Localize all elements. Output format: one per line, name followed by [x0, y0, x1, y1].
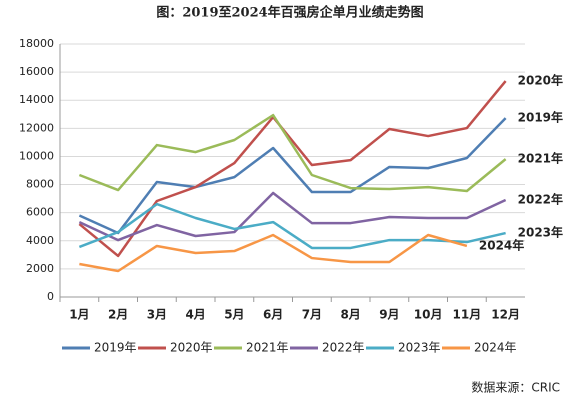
x-tick-label: 11月: [453, 308, 482, 322]
y-tick-label: 0: [47, 290, 54, 303]
x-tick-label: 5月: [224, 308, 244, 322]
series-end-label: 2020年: [518, 73, 563, 88]
x-tick-label: 9月: [379, 308, 399, 322]
x-tick-label: 6月: [263, 308, 283, 322]
x-tick-label: 12月: [491, 308, 520, 322]
series-line: [78, 113, 507, 193]
x-tick-label: 3月: [147, 308, 167, 322]
source-note: 数据来源：CRIC: [471, 380, 560, 395]
x-tick-label: 10月: [414, 308, 443, 322]
series-end-label: 2022年: [518, 192, 563, 207]
series-line: [79, 233, 468, 273]
legend-label: 2021年: [246, 341, 289, 355]
x-tick-label: 2月: [108, 308, 128, 322]
series-end-label: 2021年: [518, 151, 563, 166]
y-tick-label: 18000: [19, 37, 54, 50]
chart-title: 图：2019至2024年百强房企单月业绩走势图: [156, 5, 423, 21]
y-tick-label: 10000: [19, 149, 54, 162]
y-tick-label: 16000: [19, 65, 54, 78]
series-line: [78, 191, 507, 242]
legend-label: 2020年: [170, 341, 213, 355]
x-tick-label: 1月: [69, 308, 89, 322]
legend-label: 2023年: [398, 341, 441, 355]
series-line: [78, 202, 506, 250]
series-line: [78, 117, 507, 235]
legend-label: 2019年: [94, 341, 137, 355]
y-tick-label: 4000: [26, 234, 54, 247]
x-tick-label: 8月: [340, 308, 360, 322]
y-tick-label: 12000: [19, 121, 54, 134]
legend-label: 2024年: [474, 341, 517, 355]
y-tick-label: 8000: [26, 178, 54, 191]
series-end-label: 2024年: [479, 237, 524, 252]
y-tick-label: 6000: [26, 206, 54, 219]
x-tick-label: 7月: [302, 308, 322, 322]
x-tick-label: 4月: [185, 308, 205, 322]
series-end-label: 2019年: [518, 110, 563, 125]
y-tick-label: 14000: [19, 93, 54, 106]
legend-label: 2022年: [322, 341, 365, 355]
y-tick-label: 2000: [26, 262, 54, 275]
series-end-label: 2023年: [518, 225, 563, 240]
